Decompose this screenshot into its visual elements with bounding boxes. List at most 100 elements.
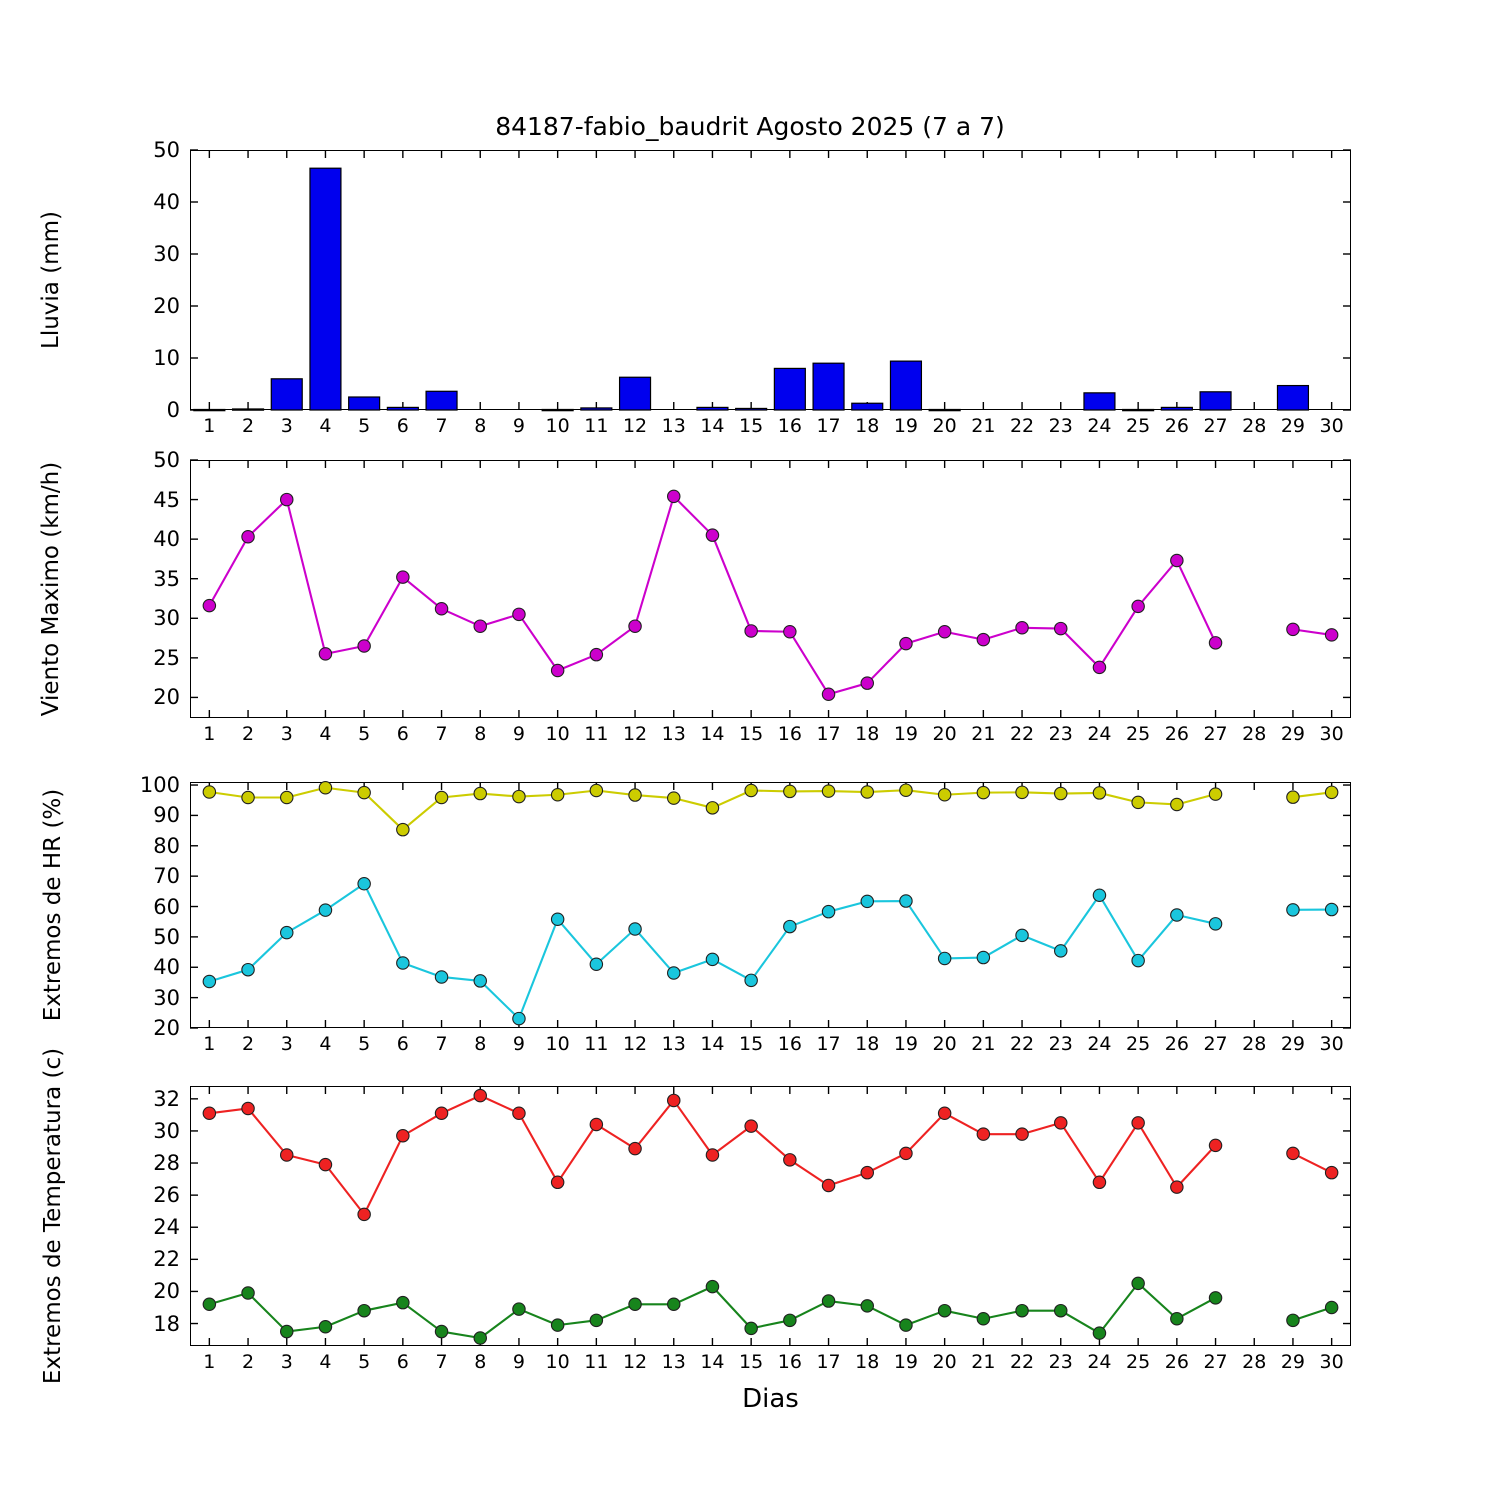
marker-humidity-day-10	[550, 912, 565, 927]
ylabel-rain: Lluvia (mm)	[38, 211, 64, 349]
marker-wind-day-23	[1053, 621, 1068, 636]
xtick-label: 14	[700, 415, 725, 437]
marker-humidity-day-9	[512, 789, 526, 804]
xtick-label: 17	[816, 1351, 841, 1373]
xtick-label: 27	[1203, 1033, 1228, 1055]
marker-humidity-day-27	[1208, 787, 1223, 801]
marker-humidity-day-18	[860, 785, 874, 799]
ytick-label: 40	[153, 527, 180, 552]
marker-temperature-day-3	[280, 1324, 294, 1339]
marker-humidity-day-22	[1015, 785, 1029, 800]
marker-humidity-day-11	[589, 957, 604, 971]
marker-wind-day-8	[473, 619, 487, 633]
marker-temperature-day-19	[899, 1146, 913, 1161]
marker-temperature-day-30	[1324, 1300, 1339, 1315]
xtick-label: 11	[584, 1351, 609, 1373]
marker-temperature-day-26	[1170, 1311, 1184, 1326]
marker-temperature-day-17	[821, 1294, 836, 1308]
figure-title: 84187-fabio_baudrit Agosto 2025 (7 a 7)	[495, 112, 1005, 141]
panel-viento	[190, 459, 1351, 718]
marker-wind-day-18	[860, 676, 874, 690]
marker-wind-day-10	[550, 663, 565, 678]
line-temperature-temperatura-maxima	[1291, 1152, 1333, 1174]
xtick-label: 20	[932, 1033, 957, 1055]
xtick-label: 23	[1048, 1033, 1073, 1055]
marker-temperature-day-13	[666, 1093, 681, 1108]
xtick-label: 21	[971, 1033, 996, 1055]
ytick-label: 80	[153, 833, 180, 858]
ytick-label: 20	[153, 1016, 180, 1040]
xtick-label: 2	[242, 723, 255, 745]
ytick-label: 32	[153, 1086, 180, 1111]
bar-day-3	[270, 378, 303, 411]
marker-humidity-day-25	[1131, 953, 1145, 968]
ytick-label: 100	[139, 773, 180, 798]
ytick-label: 30	[153, 1118, 180, 1143]
marker-humidity-day-2	[241, 962, 255, 977]
xtick-label: 17	[816, 723, 841, 745]
marker-temperature-day-12	[628, 1297, 642, 1312]
xtick-label: 13	[661, 415, 686, 437]
xtick-label: 18	[855, 415, 880, 437]
marker-humidity-day-16	[783, 784, 797, 799]
ylabel-wind: Viento Maximo (km/h)	[38, 461, 64, 717]
marker-temperature-day-16	[783, 1313, 797, 1328]
marker-temperature-day-4	[318, 1319, 333, 1334]
xtick-label: 6	[396, 1351, 409, 1373]
ytick-label: 20	[153, 294, 180, 318]
marker-temperature-day-15	[744, 1119, 758, 1133]
marker-wind-day-22	[1015, 621, 1029, 635]
marker-wind-day-27	[1208, 636, 1223, 650]
xtick-label: 21	[971, 1351, 996, 1373]
bar-day-11	[580, 407, 613, 411]
xtick-label: 3	[280, 415, 293, 437]
marker-temperature-day-18	[860, 1299, 874, 1313]
xtick-label: 16	[777, 415, 802, 437]
xtick-label: 22	[1009, 1351, 1035, 1373]
bar-day-16	[773, 367, 806, 411]
ytick-label: 50	[153, 448, 180, 472]
marker-humidity-day-4	[318, 903, 333, 917]
ytick-label: 50	[153, 138, 180, 162]
marker-temperature-day-6	[396, 1129, 410, 1143]
xtick-label: 8	[474, 1033, 487, 1055]
marker-temperature-day-2	[241, 1101, 255, 1116]
plot-area-lluvia	[190, 149, 1351, 412]
xtick-label: 29	[1280, 723, 1306, 745]
xtick-label: 30	[1319, 1351, 1344, 1373]
marker-humidity-day-20	[937, 788, 952, 802]
xtick-label: 25	[1126, 415, 1151, 437]
xtick-label: 20	[932, 723, 957, 745]
marker-temperature-day-6	[396, 1295, 410, 1310]
xtick-label: 26	[1164, 415, 1189, 437]
xtick-label: 24	[1087, 1033, 1112, 1055]
plot-frame-temperatura	[190, 1086, 1351, 1346]
ylabel-temperature: Extremos de Temperatura (c)	[40, 1047, 66, 1385]
marker-temperature-day-2	[241, 1286, 255, 1300]
xtick-label: 14	[700, 723, 725, 745]
xtick-label: 16	[777, 1351, 802, 1373]
marker-wind-day-21	[976, 632, 991, 647]
xtick-label: 21	[971, 723, 996, 745]
xtick-label: 26	[1164, 723, 1189, 745]
xtick-label: 28	[1242, 1351, 1267, 1373]
marker-humidity-day-12	[628, 788, 642, 802]
marker-temperature-day-29	[1286, 1313, 1300, 1328]
marker-humidity-day-30	[1324, 902, 1339, 917]
xtick-label: 10	[545, 723, 570, 745]
marker-humidity-day-3	[280, 790, 294, 805]
ytick-label: 70	[153, 864, 180, 889]
xtick-label: 3	[280, 1033, 293, 1055]
panel-lluvia	[190, 149, 1351, 412]
ytick-label: 25	[153, 645, 180, 670]
marker-temperature-day-21	[976, 1311, 991, 1326]
xtick-label: 25	[1126, 723, 1151, 745]
xlabel: Dias	[742, 1384, 799, 1414]
xtick-label: 26	[1164, 1033, 1189, 1055]
marker-humidity-day-14	[705, 801, 720, 815]
marker-wind-day-14	[705, 528, 720, 542]
marker-temperature-day-3	[280, 1148, 294, 1162]
marker-temperature-day-25	[1131, 1276, 1145, 1291]
xtick-label: 18	[855, 723, 880, 745]
xtick-label: 30	[1319, 723, 1344, 745]
